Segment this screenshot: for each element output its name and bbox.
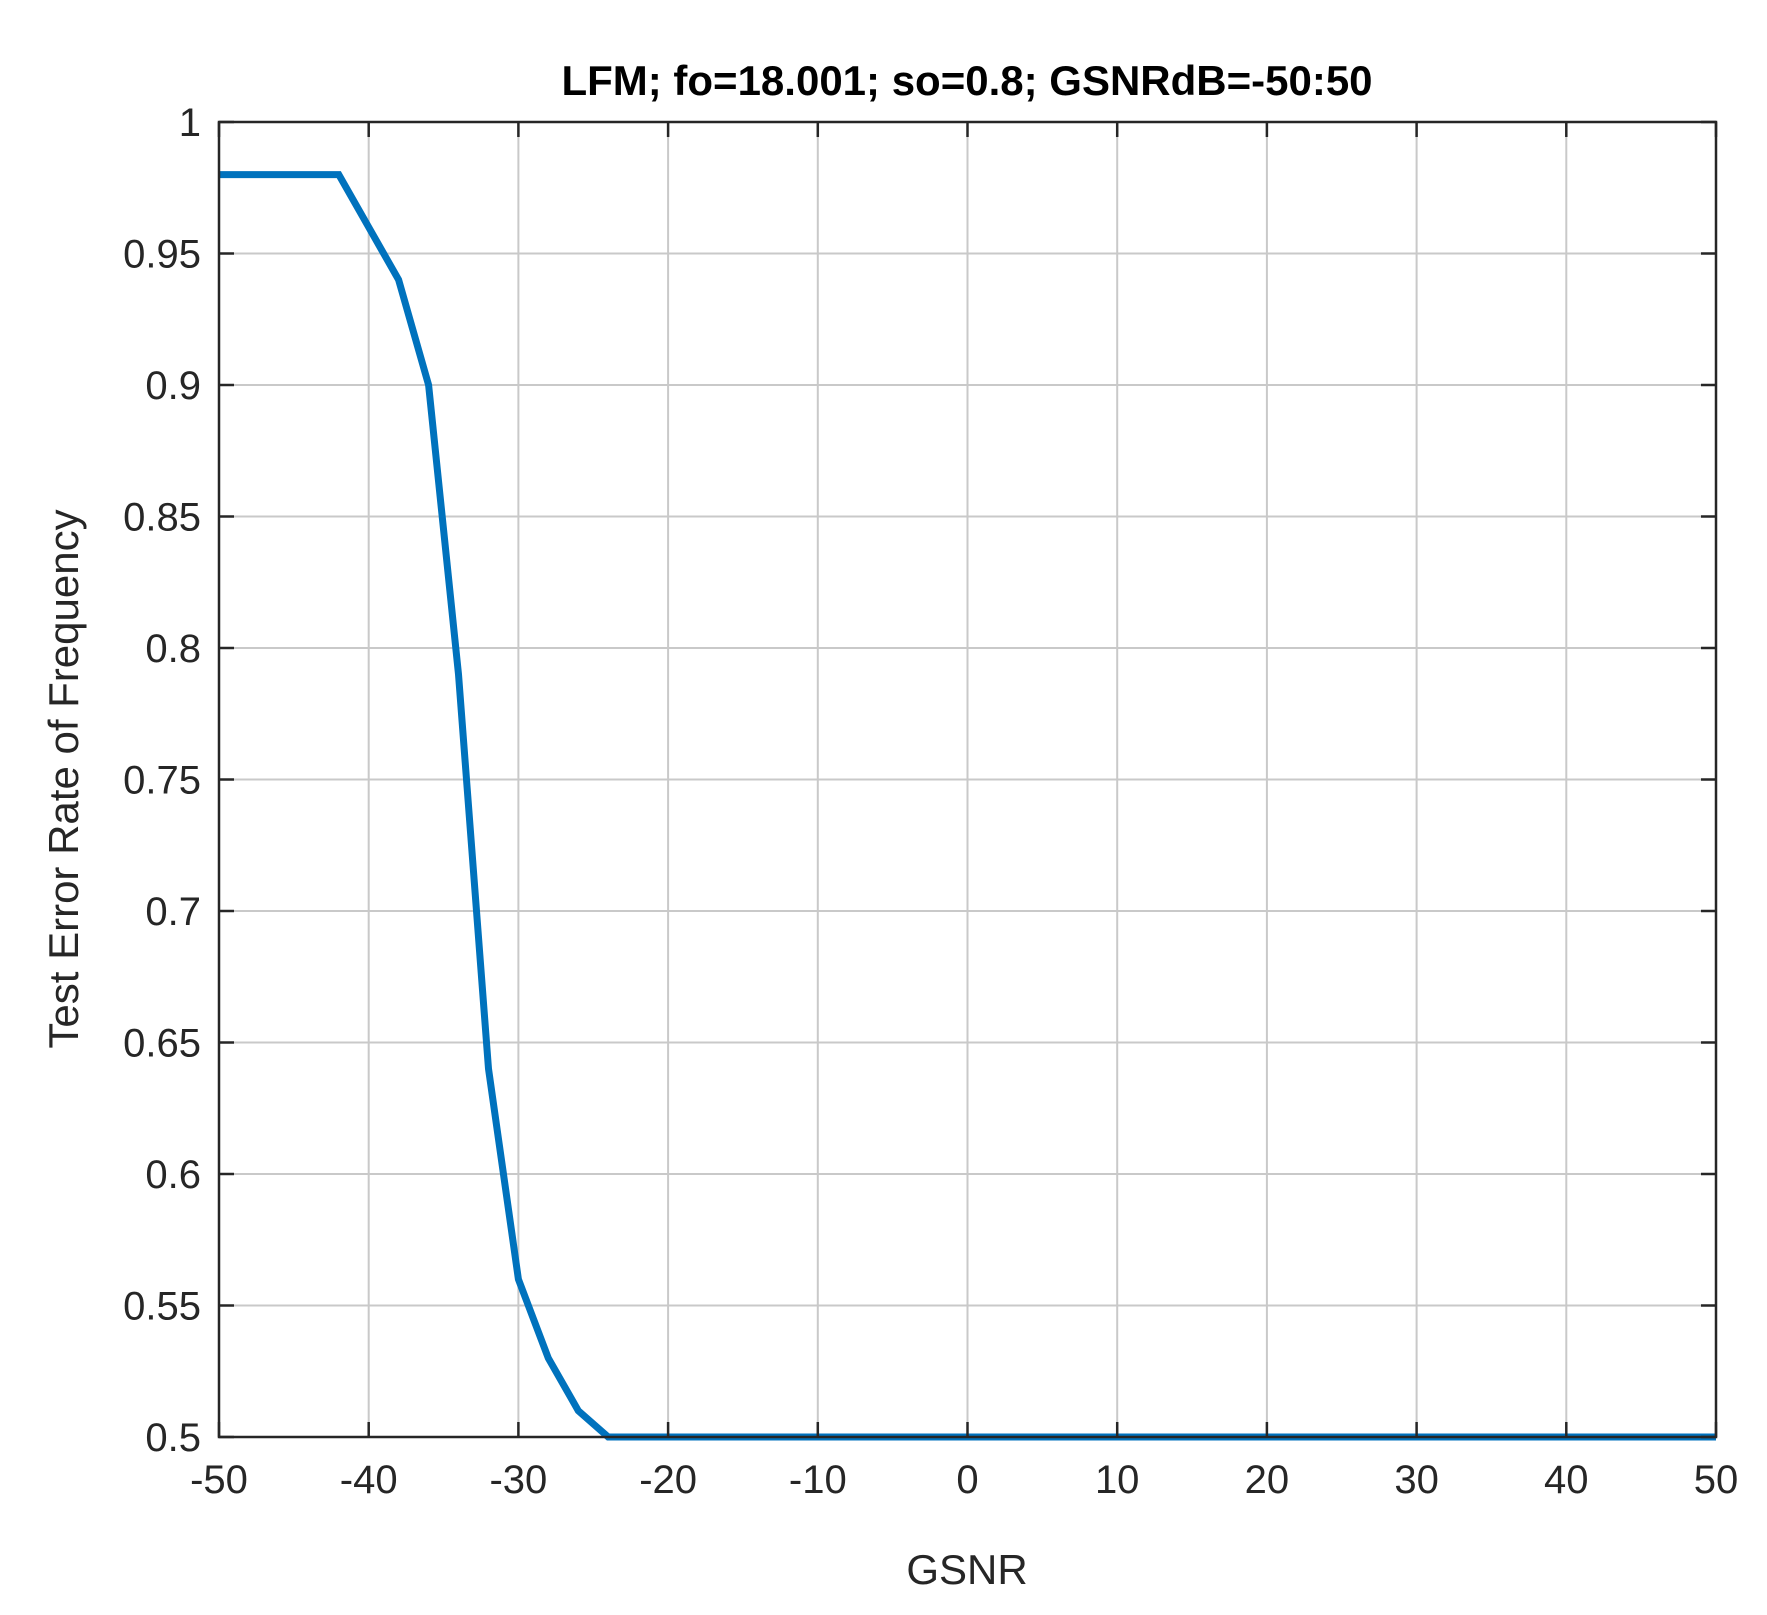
x-axis-label: GSNR — [906, 1546, 1027, 1593]
x-tick-label: -20 — [639, 1458, 697, 1502]
x-tick-labels: -50 -40 -30 -20 -10 0 10 20 30 40 50 — [190, 1458, 1738, 1502]
x-tick-label: -40 — [340, 1458, 398, 1502]
y-tick-label: 0.8 — [145, 627, 201, 671]
x-tick-label: -30 — [489, 1458, 547, 1502]
x-tick-label: 10 — [1095, 1458, 1140, 1502]
ticks — [217, 120, 1718, 1439]
x-tick-label: 40 — [1544, 1458, 1589, 1502]
x-tick-label: 30 — [1394, 1458, 1439, 1502]
grid — [219, 122, 1716, 1437]
y-tick-label: 0.7 — [145, 890, 201, 934]
x-tick-label: 50 — [1694, 1458, 1739, 1502]
chart-title: LFM; fo=18.001; so=0.8; GSNRdB=-50:50 — [561, 57, 1372, 104]
y-tick-label: 0.85 — [123, 496, 201, 540]
y-tick-labels: 0.5 0.55 0.6 0.65 0.7 0.75 0.8 0.85 0.9 0.95 1 — [123, 101, 201, 1460]
y-tick-label: 0.65 — [123, 1022, 201, 1066]
y-tick-label: 0.95 — [123, 233, 201, 277]
y-tick-label: 0.6 — [145, 1153, 201, 1197]
x-tick-label: -50 — [190, 1458, 248, 1502]
x-tick-label: 0 — [956, 1458, 978, 1502]
y-tick-label: 0.75 — [123, 759, 201, 803]
x-tick-label: 20 — [1245, 1458, 1290, 1502]
y-axis-label: Test Error Rate of Frequency — [40, 509, 87, 1048]
y-tick-label: 1 — [179, 101, 201, 145]
x-tick-label: -10 — [789, 1458, 847, 1502]
y-tick-label: 0.5 — [145, 1416, 201, 1460]
y-tick-label: 0.55 — [123, 1285, 201, 1329]
y-tick-label: 0.9 — [145, 364, 201, 408]
